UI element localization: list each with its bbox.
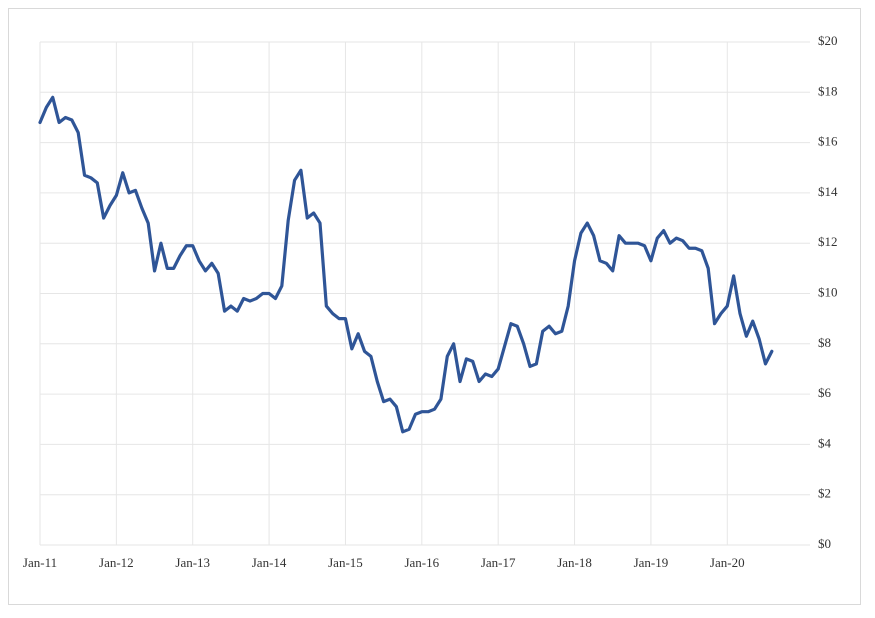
y-tick-label: $16 (818, 134, 838, 149)
x-tick-label: Jan-14 (252, 555, 287, 570)
y-tick-label: $6 (818, 385, 832, 400)
x-tick-label: Jan-16 (404, 555, 439, 570)
y-tick-label: $10 (818, 284, 838, 299)
y-tick-label: $20 (818, 33, 838, 48)
y-tick-label: $2 (818, 486, 831, 501)
x-tick-label: Jan-13 (175, 555, 210, 570)
x-tick-label: Jan-11 (23, 555, 57, 570)
y-tick-label: $12 (818, 234, 838, 249)
x-tick-label: Jan-19 (634, 555, 669, 570)
x-tick-label: Jan-15 (328, 555, 363, 570)
y-tick-label: $18 (818, 83, 838, 98)
data-line (38, 95, 774, 434)
x-tick-label: Jan-12 (99, 555, 134, 570)
chart-frame (8, 8, 861, 605)
x-tick-label: Jan-17 (481, 555, 516, 570)
x-tick-label: Jan-20 (710, 555, 745, 570)
y-tick-label: $14 (818, 184, 838, 199)
y-tick-label: $8 (818, 335, 831, 350)
y-tick-label: $4 (818, 435, 832, 450)
x-tick-label: Jan-18 (557, 555, 592, 570)
y-tick-label: $0 (818, 536, 831, 551)
